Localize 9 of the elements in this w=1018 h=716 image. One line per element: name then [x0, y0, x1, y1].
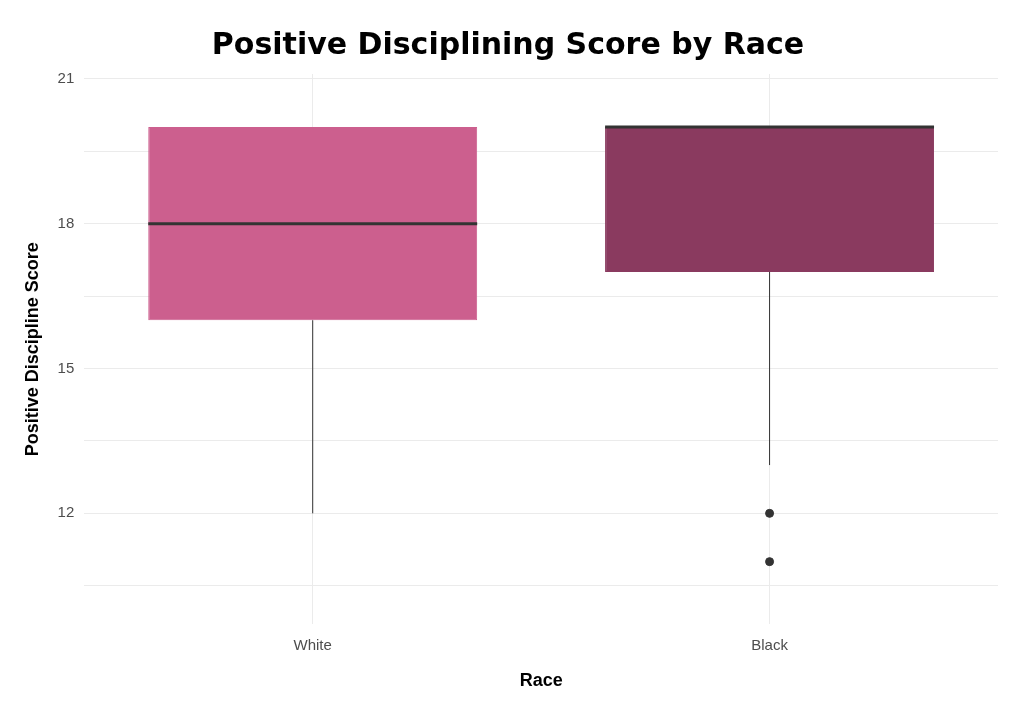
chart-title: Positive Disciplining Score by Race	[211, 25, 805, 61]
y-tick-label: 21	[57, 68, 75, 86]
y-tick-label: 15	[57, 358, 75, 376]
y-tick-label: 18	[57, 213, 75, 231]
y-axis-title: Positive Discipline Score	[21, 242, 42, 457]
y-tick-label: 12	[57, 503, 75, 521]
x-axis-title: Race	[519, 670, 563, 691]
x-tick-label: White	[293, 635, 332, 653]
x-tick-label: Black	[751, 635, 789, 653]
